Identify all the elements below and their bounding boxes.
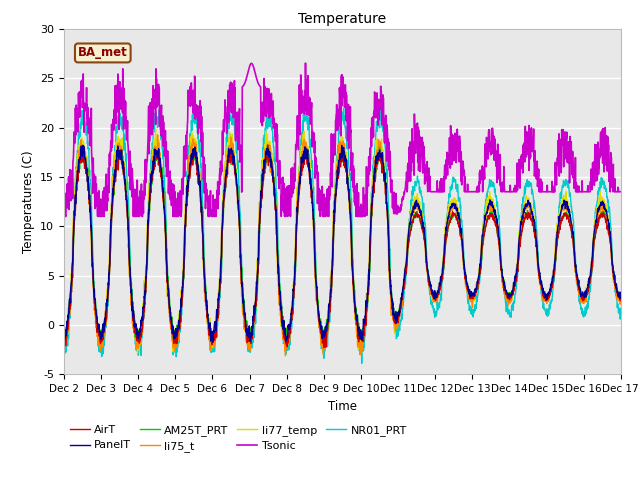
NR01_PRT [316,324,324,329]
AirT [617,295,625,301]
li77_temp [152,126,159,132]
li77_temp [317,336,324,341]
li77_temp [602,204,609,209]
PanelT [89,266,97,272]
Title: Temperature: Temperature [298,12,387,26]
PanelT [332,192,339,197]
Line: PanelT: PanelT [64,145,621,342]
AirT [601,215,609,220]
AM25T_PRT [317,316,324,322]
AM25T_PRT [88,252,96,258]
li77_temp [601,202,609,207]
li75_t [60,353,68,359]
li75_t [317,330,324,336]
NR01_PRT [499,283,507,288]
AirT [320,345,328,350]
Tsonic [316,214,324,219]
NR01_PRT [601,183,609,189]
AM25T_PRT [617,293,625,299]
li75_t [89,264,97,270]
Legend: AirT, PanelT, AM25T_PRT, li75_t, li77_temp, Tsonic, NR01_PRT, , , , , : AirT, PanelT, AM25T_PRT, li75_t, li77_te… [70,425,474,452]
AM25T_PRT [601,211,609,216]
NR01_PRT [331,183,339,189]
li77_temp [60,338,68,344]
li77_temp [332,181,339,187]
NR01_PRT [617,314,625,320]
li75_t [601,212,609,218]
Tsonic [301,60,309,66]
PanelT [209,339,217,345]
li75_t [617,295,625,300]
NR01_PRT [88,239,96,244]
AirT [332,201,339,207]
X-axis label: Time: Time [328,400,357,413]
PanelT [617,293,625,299]
AM25T_PRT [97,339,104,345]
NR01_PRT [358,360,365,366]
AirT [316,324,324,329]
Tsonic [601,162,609,168]
li75_t [154,132,161,138]
li77_temp [134,350,141,356]
AirT [264,142,271,148]
PanelT [601,206,609,212]
NR01_PRT [602,184,609,190]
AM25T_PRT [602,214,609,220]
AM25T_PRT [332,203,339,208]
PanelT [317,326,324,332]
Line: NR01_PRT: NR01_PRT [64,105,621,363]
li77_temp [617,292,625,298]
AirT [499,275,507,280]
li77_temp [88,273,96,279]
Tsonic [499,182,506,188]
li75_t [332,189,339,194]
AM25T_PRT [60,334,68,339]
AirT [602,216,609,221]
Text: BA_met: BA_met [78,47,127,60]
NR01_PRT [265,102,273,108]
AirT [88,261,96,267]
Line: Tsonic: Tsonic [64,63,621,216]
Line: AM25T_PRT: AM25T_PRT [64,145,621,342]
li75_t [499,277,507,283]
Tsonic [601,149,609,155]
li75_t [60,341,68,347]
Y-axis label: Temperatures (C): Temperatures (C) [22,150,35,253]
AM25T_PRT [499,274,507,280]
li75_t [602,209,609,215]
Line: li75_t: li75_t [64,135,621,356]
PanelT [60,338,68,344]
Tsonic [88,175,96,181]
PanelT [79,143,87,148]
PanelT [499,275,507,280]
AM25T_PRT [264,142,271,148]
Tsonic [331,140,339,146]
Tsonic [60,214,68,219]
Tsonic [617,189,625,194]
li77_temp [499,276,507,282]
AirT [60,341,68,347]
Line: li77_temp: li77_temp [64,129,621,353]
PanelT [602,206,609,212]
NR01_PRT [60,353,68,359]
Line: AirT: AirT [64,145,621,348]
